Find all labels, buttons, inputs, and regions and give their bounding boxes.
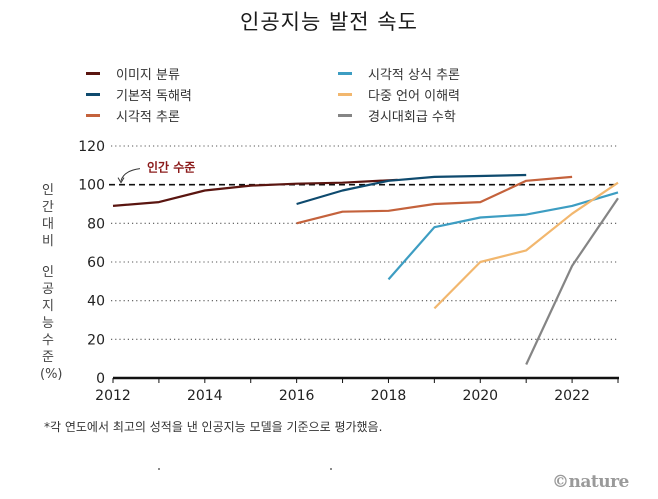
x-tick-label: 2016 (279, 388, 315, 404)
chart-title: 인공지능 발전 속도 (240, 10, 418, 34)
legend-swatch (338, 114, 352, 117)
legend-label: 시각적 추론 (116, 110, 180, 125)
y-axis-label-char: 비 (42, 234, 54, 249)
legend-item: 경시대회급 수학 (338, 106, 456, 125)
legend-swatch (338, 93, 352, 96)
series-line (296, 173, 527, 206)
legend-item: 이미지 분류 (86, 64, 180, 83)
legend-label: 다중 언어 이해력 (368, 89, 460, 104)
legend-item: 다중 언어 이해력 (338, 85, 460, 104)
legend-swatch (338, 72, 352, 75)
gridlines (111, 145, 618, 340)
y-tick-label: 80 (87, 216, 105, 232)
x-axis: 2012 2014 2016 2018 2020 2022 (95, 376, 619, 404)
annotation-arrow (120, 168, 141, 181)
y-tick-label: 60 (87, 255, 105, 271)
y-tick-label: 120 (78, 139, 105, 155)
legend-item: 시각적 상식 추론 (338, 64, 460, 83)
legend-item: 기본적 독해력 (86, 85, 192, 104)
decorative-dot (158, 468, 160, 470)
series-line (525, 197, 619, 365)
y-axis-ticks: 0 20 40 60 80 100 120 (78, 139, 105, 387)
legend-label: 이미지 분류 (116, 68, 180, 83)
legend-swatch (86, 72, 100, 75)
y-axis-label-char: 능 (42, 316, 54, 331)
series-line (112, 178, 398, 207)
human-level-reference: 인간 수준 (109, 160, 618, 186)
y-axis-label-char: 공 (42, 282, 54, 297)
series-line (296, 175, 573, 225)
nature-credit: ©nature (552, 472, 629, 492)
y-axis-label: 인 간 대 비 인 공 지 능 수 준 (%) (40, 182, 63, 383)
annotation-arrowhead (117, 177, 125, 184)
series-line (433, 181, 619, 310)
legend-label: 기본적 독해력 (116, 89, 192, 104)
series-line (387, 191, 619, 281)
reference-line-label: 인간 수준 (147, 160, 195, 175)
legend-item: 시각적 추론 (86, 106, 180, 125)
y-axis-label-char: 간 (42, 200, 54, 215)
legend-swatch (86, 114, 100, 117)
y-axis-label-char: 인 (42, 265, 54, 280)
y-axis-label-char: 수 (42, 333, 54, 348)
legend-label: 경시대회급 수학 (368, 110, 456, 125)
y-tick-label: 0 (96, 371, 105, 387)
x-tick-label: 2014 (187, 388, 223, 404)
y-axis-label-char: 대 (42, 217, 54, 232)
legend-swatch (86, 93, 100, 96)
footnote: *각 연도에서 최고의 성적을 낸 인공지능 모델을 기준으로 평가했음. (44, 420, 383, 434)
legend-label: 시각적 상식 추론 (368, 68, 460, 83)
y-axis-label-char: 지 (42, 299, 54, 314)
decorative-dot (330, 468, 332, 470)
y-axis-label-char: 준 (42, 350, 54, 365)
x-tick-label: 2020 (462, 388, 498, 404)
y-tick-label: 40 (87, 294, 105, 310)
series-lines (112, 173, 619, 365)
x-tick-label: 2018 (371, 388, 407, 404)
x-tick-label: 2012 (95, 388, 131, 404)
y-axis-label-char: 인 (42, 183, 54, 198)
x-tick-label: 2022 (554, 388, 590, 404)
y-tick-label: 20 (87, 332, 105, 348)
y-tick-label: 100 (78, 178, 105, 194)
